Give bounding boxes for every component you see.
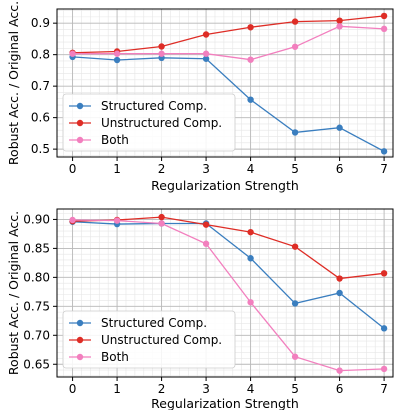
y-axis-label: Robust Acc. / Original Acc. bbox=[6, 1, 21, 165]
x-tick-label: 3 bbox=[202, 382, 210, 396]
data-point bbox=[247, 96, 254, 103]
x-tick-label: 3 bbox=[202, 162, 210, 176]
data-point bbox=[202, 50, 210, 57]
data-point bbox=[291, 18, 299, 25]
y-tick-label: 0.6 bbox=[31, 111, 50, 125]
x-tick-label: 5 bbox=[291, 162, 299, 176]
legend-marker bbox=[76, 136, 84, 144]
x-tick-label: 1 bbox=[113, 382, 121, 396]
data-point bbox=[247, 228, 254, 236]
axes-frame bbox=[56, 8, 394, 158]
legend: Structured Comp. Unstructured Comp. Both bbox=[62, 310, 236, 369]
data-point bbox=[158, 220, 165, 227]
data-point bbox=[291, 43, 299, 50]
data-point bbox=[69, 50, 76, 57]
x-tick-label: 7 bbox=[380, 382, 388, 396]
x-tick-label: 1 bbox=[113, 162, 121, 176]
legend-marker bbox=[76, 319, 84, 327]
y-tick-label: 0.85 bbox=[23, 241, 50, 255]
x-tick-label: 0 bbox=[69, 382, 77, 396]
axes-frame bbox=[56, 208, 394, 378]
data-point bbox=[158, 43, 165, 50]
y-tick-label: 0.5 bbox=[31, 142, 50, 156]
x-tick-label: 2 bbox=[158, 162, 166, 176]
legend-box bbox=[62, 93, 236, 152]
data-point bbox=[247, 255, 254, 262]
y-tick-label: 0.80 bbox=[23, 270, 50, 284]
legend-label: Both bbox=[101, 133, 129, 147]
y-tick-label: 0.8 bbox=[31, 48, 50, 62]
legend-box bbox=[62, 310, 236, 369]
data-point bbox=[247, 24, 254, 31]
y-axis-label: Robust Acc. / Original Acc. bbox=[6, 211, 21, 375]
x-tick-label: 6 bbox=[336, 162, 344, 176]
data-point bbox=[380, 365, 388, 373]
data-point bbox=[336, 17, 343, 24]
data-point bbox=[113, 56, 121, 64]
legend-label: Unstructured Comp. bbox=[101, 116, 222, 130]
series-3 bbox=[69, 216, 388, 374]
legend-label: Structured Comp. bbox=[101, 316, 207, 330]
data-point bbox=[247, 56, 254, 63]
legend-label: Structured Comp. bbox=[101, 99, 207, 113]
legend-marker bbox=[76, 353, 84, 361]
data-point bbox=[380, 270, 388, 277]
x-axis-label: Regularization Strength bbox=[151, 178, 299, 193]
y-tick-label: 0.65 bbox=[23, 357, 50, 371]
series-line bbox=[72, 219, 385, 372]
data-point bbox=[202, 221, 210, 228]
series-line bbox=[72, 15, 385, 54]
legend-label: Both bbox=[101, 350, 129, 364]
data-point bbox=[202, 55, 210, 62]
x-tick-label: 2 bbox=[158, 382, 166, 396]
data-point bbox=[158, 50, 165, 57]
y-tick-label: 0.9 bbox=[31, 16, 50, 30]
x-tick-label: 0 bbox=[69, 162, 77, 176]
data-point bbox=[202, 240, 210, 247]
x-tick-label: 7 bbox=[380, 162, 388, 176]
data-point bbox=[380, 325, 388, 332]
x-tick-label: 6 bbox=[336, 382, 344, 396]
legend-marker bbox=[76, 336, 84, 344]
chart-1: 0 1 2 3 4 5 6 7 0.5 0.6 0.7 0.8 0.9 Regularization St… bbox=[6, 1, 394, 193]
data-point bbox=[336, 289, 343, 297]
data-point bbox=[336, 275, 343, 282]
x-tick-label: 4 bbox=[247, 382, 255, 396]
series-2 bbox=[69, 213, 388, 282]
x-axis-label: Regularization Strength bbox=[151, 396, 299, 410]
data-point bbox=[247, 299, 254, 306]
data-point bbox=[291, 243, 299, 250]
data-point bbox=[336, 367, 343, 374]
y-tick-label: 0.7 bbox=[31, 79, 50, 93]
data-point bbox=[291, 353, 299, 360]
series-line bbox=[72, 221, 385, 329]
chart-2: 0 1 2 3 4 5 6 7 0.65 0.70 0.75 0.80 0.85 0.90 Regulari… bbox=[6, 208, 394, 410]
legend-marker bbox=[76, 102, 84, 110]
data-point bbox=[158, 213, 165, 221]
data-point bbox=[291, 129, 299, 136]
data-point bbox=[380, 25, 388, 33]
series-3 bbox=[69, 23, 388, 63]
data-point bbox=[336, 124, 343, 131]
legend-label: Unstructured Comp. bbox=[101, 333, 222, 347]
y-tick-label: 0.75 bbox=[23, 299, 50, 313]
data-point bbox=[113, 217, 121, 224]
data-point bbox=[380, 148, 388, 155]
y-tick-label: 0.90 bbox=[23, 212, 50, 226]
data-point bbox=[69, 216, 76, 224]
data-point bbox=[336, 23, 343, 30]
series-line bbox=[72, 25, 385, 61]
y-tick-label: 0.70 bbox=[23, 328, 50, 342]
legend: Structured Comp. Unstructured Comp. Both bbox=[62, 93, 236, 152]
series-line bbox=[72, 216, 385, 280]
legend-marker bbox=[76, 119, 84, 127]
data-point bbox=[291, 300, 299, 307]
data-point bbox=[380, 12, 388, 20]
x-tick-label: 4 bbox=[247, 162, 255, 176]
data-point bbox=[202, 31, 210, 38]
x-tick-label: 5 bbox=[291, 382, 299, 396]
series-line bbox=[72, 56, 385, 152]
data-point bbox=[113, 50, 121, 57]
